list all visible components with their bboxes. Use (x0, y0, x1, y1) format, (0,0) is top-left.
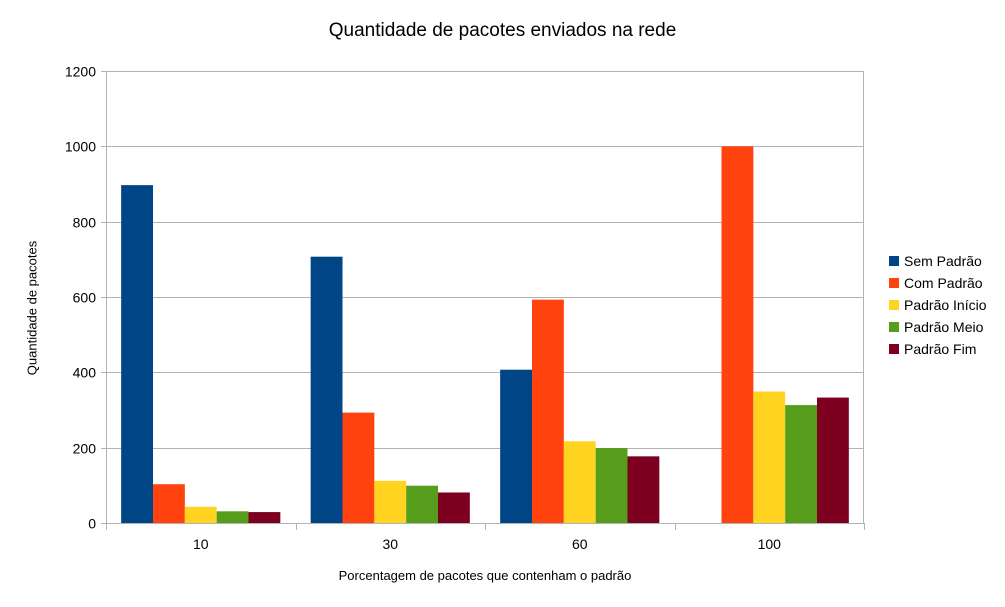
x-tick-label: 30 (382, 536, 398, 552)
legend-item: Padrão Início (889, 294, 987, 316)
bar-com-padrão-30 (342, 412, 375, 523)
y-tick-label: 800 (73, 215, 97, 231)
legend-swatch (889, 300, 899, 310)
bar-com-padrão-60 (532, 299, 564, 523)
bars (121, 146, 849, 523)
bar-padrão-início-100 (753, 391, 786, 523)
bar-com-padrão-10 (153, 484, 185, 523)
x-tick-label: 100 (758, 536, 782, 552)
bar-sem-padrão-60 (500, 369, 532, 523)
bar-padrão-meio-30 (406, 485, 439, 523)
legend-label: Com Padrão (904, 275, 983, 291)
bar-padrão-fim-100 (817, 397, 849, 523)
bar-padrão-início-10 (184, 506, 217, 523)
y-tick-label: 600 (73, 290, 97, 306)
bar-sem-padrão-10 (121, 185, 153, 523)
chart-title: Quantidade de pacotes enviados na rede (328, 20, 677, 41)
legend-swatch (889, 256, 899, 266)
bar-padrão-início-30 (374, 480, 407, 523)
bar-padrão-meio-100 (785, 405, 818, 523)
x-tick-label: 10 (193, 536, 209, 552)
legend-label: Padrão Meio (904, 319, 984, 335)
bar-sem-padrão-30 (310, 256, 343, 523)
legend-item: Padrão Fim (889, 338, 987, 360)
bar-padrão-início-60 (563, 441, 596, 523)
y-tick-label: 1200 (65, 64, 96, 80)
bar-padrão-fim-60 (627, 456, 660, 523)
y-tick-label: 0 (88, 516, 96, 532)
legend: Sem Padrão Com Padrão Padrão Início Padrão … (889, 250, 987, 360)
bar-padrão-fim-30 (438, 492, 470, 523)
x-axis-label: Porcentagem de pacotes que contenham o p… (338, 568, 632, 583)
legend-item: Com Padrão (889, 272, 987, 294)
legend-swatch (889, 322, 899, 332)
bar-padrão-fim-10 (248, 512, 281, 523)
legend-label: Padrão Fim (904, 341, 977, 357)
y-tick-label: 400 (73, 365, 97, 381)
x-tick-labels: 10 30 60 100 (193, 536, 781, 552)
legend-label: Sem Padrão (904, 253, 982, 269)
x-tick-label: 60 (572, 536, 588, 552)
legend-swatch (889, 344, 899, 354)
legend-item: Sem Padrão (889, 250, 987, 272)
legend-swatch (889, 278, 899, 288)
bar-com-padrão-100 (721, 146, 754, 523)
bar-padrão-meio-10 (216, 511, 249, 523)
axes (101, 71, 865, 530)
legend-label: Padrão Início (904, 297, 987, 313)
y-tick-labels: 0 200 400 600 800 1000 1200 (65, 64, 96, 532)
bar-padrão-meio-60 (595, 448, 628, 523)
y-tick-label: 1000 (65, 139, 96, 155)
y-tick-label: 200 (73, 441, 97, 457)
legend-item: Padrão Meio (889, 316, 987, 338)
